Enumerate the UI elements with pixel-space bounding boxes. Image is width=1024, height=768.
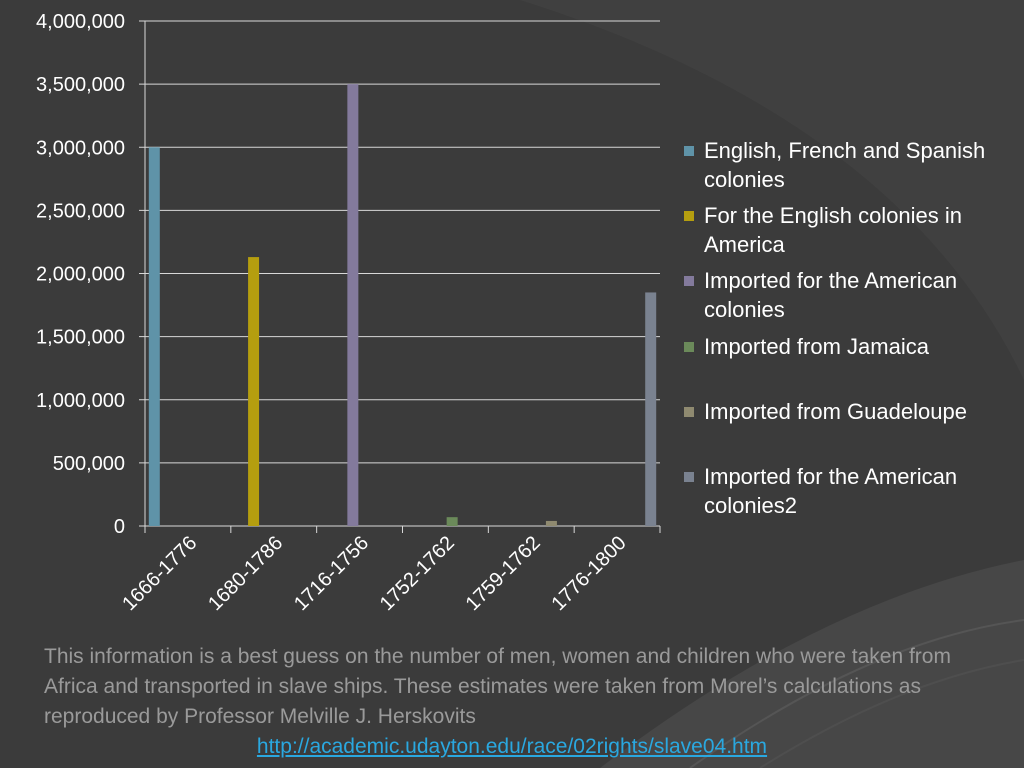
legend-item: Imported for the American colonies (684, 266, 1020, 324)
x-category-label: 1666-1776 (118, 532, 201, 615)
legend-swatch (684, 472, 694, 482)
y-tick-label: 4,000,000 (36, 11, 125, 33)
legend-item: For the English colonies in America (684, 201, 1020, 259)
gridlines (145, 20, 660, 464)
bar (645, 292, 657, 526)
legend-label: Imported from Jamaica (704, 334, 929, 359)
legend-item: Imported for the American colonies2 (684, 462, 1020, 520)
legend-item: Imported from Jamaica (684, 332, 1020, 361)
bar (248, 257, 260, 526)
legend-swatch (684, 276, 694, 286)
y-tick-label: 0 (114, 516, 125, 538)
bar (446, 517, 458, 526)
legend-label: For the English colonies in America (704, 203, 963, 257)
y-tick-label: 3,500,000 (36, 74, 125, 96)
y-tick-label: 1,000,000 (36, 390, 125, 412)
caption-text: This information is a best guess on the … (44, 645, 951, 728)
axes (139, 20, 661, 533)
x-category-label: 1752-1762 (376, 532, 459, 615)
legend-swatch (684, 407, 694, 417)
legend-label: English, French and Spanish colonies (704, 138, 986, 192)
x-category-label: 1680-1786 (204, 532, 287, 615)
y-axis-tick-labels: 0 500,000 1,000,000 1,500,000 2,000,000 2,500… (36, 11, 125, 538)
bar (148, 147, 160, 526)
legend-label: Imported for the American colonies2 (704, 464, 958, 518)
bar (347, 84, 359, 526)
bar (545, 520, 557, 526)
x-category-label: 1759-1762 (462, 532, 545, 615)
legend-swatch (684, 342, 694, 352)
source-link-row: http://academic.udayton.edu/race/02right… (0, 732, 1024, 762)
x-category-label: 1716-1756 (290, 532, 373, 615)
y-tick-label: 3,000,000 (36, 137, 125, 159)
legend-item: Imported from Guadeloupe (684, 397, 1020, 426)
y-tick-label: 1,500,000 (36, 327, 125, 349)
x-axis-category-labels: 1666-1776 1680-1786 1716-1756 1752-1762 1759… (118, 532, 630, 615)
bars (148, 84, 657, 526)
legend-swatch (684, 211, 694, 221)
y-tick-label: 2,500,000 (36, 200, 125, 222)
legend-swatch (684, 146, 694, 156)
legend-label: Imported from Guadeloupe (704, 399, 967, 424)
source-link[interactable]: http://academic.udayton.edu/race/02right… (256, 735, 768, 758)
y-tick-label: 500,000 (53, 453, 125, 475)
x-category-label: 1776-1800 (547, 532, 630, 615)
legend-label: Imported for the American colonies (704, 268, 958, 322)
y-tick-label: 2,000,000 (36, 264, 125, 286)
legend-item: English, French and Spanish colonies (684, 136, 1020, 194)
